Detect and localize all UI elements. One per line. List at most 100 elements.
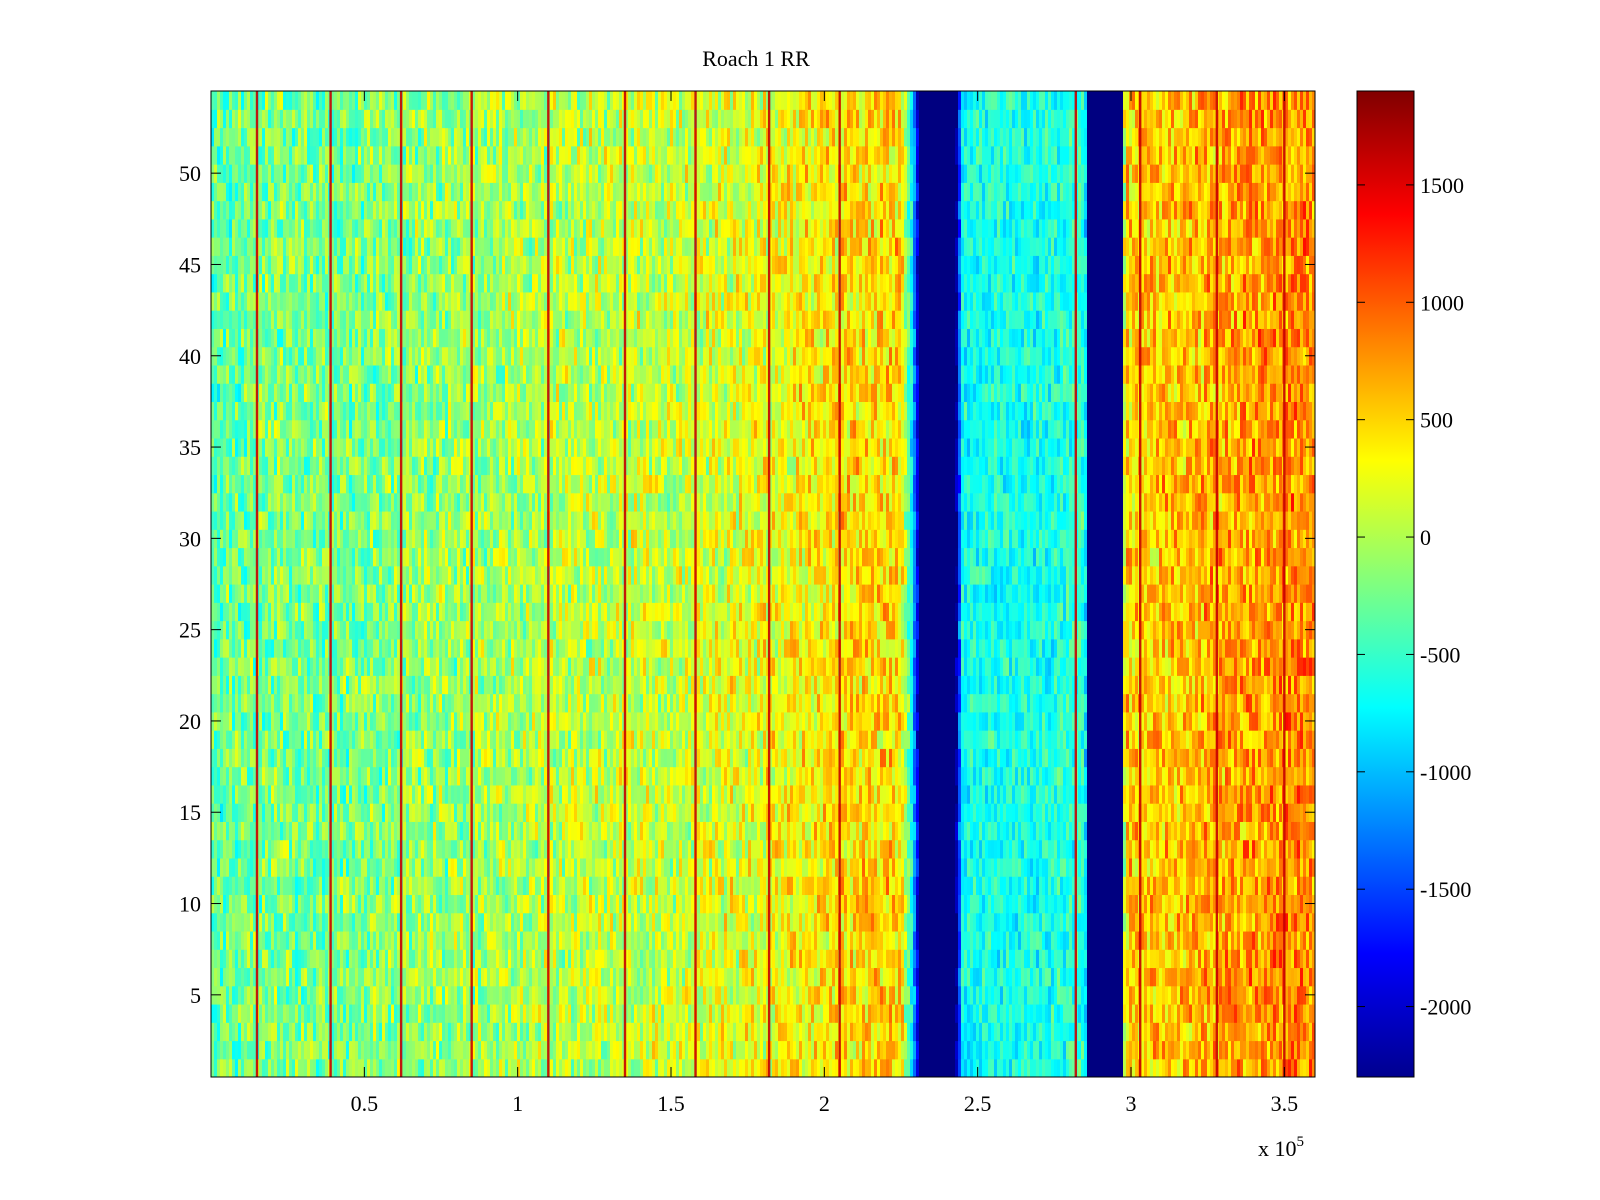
heatmap-cell [319,748,323,768]
heatmap-cell [274,876,278,896]
heatmap-cell [379,894,383,914]
heatmap-cell [280,310,284,329]
heatmap-cell [442,1040,446,1060]
heatmap-cell [448,529,452,549]
heatmap-cell [472,1058,476,1077]
heatmap-cell [472,255,476,275]
heatmap-cell [466,273,470,293]
heatmap-cell [265,912,269,932]
heatmap-cell [454,109,458,129]
heatmap-cell [298,218,302,238]
heatmap-cell [445,1040,449,1060]
heatmap-cell [307,949,311,969]
heatmap-cell [253,437,257,457]
heatmap-cell [220,291,224,311]
heatmap-cell [412,91,416,110]
heatmap-cell [385,529,389,549]
heatmap-cell [229,1040,233,1060]
heatmap-cell [406,273,410,293]
heatmap-cell [340,456,344,476]
heatmap-cell [394,748,398,768]
heatmap-cell [364,784,368,804]
heatmap-cell [460,456,464,476]
heatmap-cell [229,474,233,494]
heatmap-cell [283,711,287,731]
heatmap-cell [382,328,386,348]
heatmap-cell [292,675,296,695]
heatmap-cell [484,784,488,804]
heatmap-cell [433,675,437,695]
heatmap-cell [214,876,218,896]
heatmap-cell [268,857,272,877]
heatmap-cell [211,1003,215,1023]
heatmap-cell [310,657,314,676]
heatmap-cell [268,145,272,165]
heatmap-cell [325,1022,329,1042]
heatmap-cell [472,584,476,603]
heatmap-cell [457,310,461,329]
heatmap-cell [253,218,257,238]
heatmap-cell [253,967,257,987]
heatmap-cell [346,310,350,329]
heatmap-cell [241,346,245,366]
heatmap-cell [322,1022,326,1042]
heatmap-cell [265,1003,269,1023]
heatmap-cell [232,437,236,457]
heatmap-cell [292,766,296,786]
heatmap-cell [370,894,374,914]
heatmap-cell [481,821,485,841]
heatmap-cell [388,1022,392,1042]
heatmap-cell [394,91,398,110]
heatmap-cell [361,766,365,786]
heatmap-cell [445,237,449,256]
heatmap-cell [409,510,413,530]
heatmap-cell [259,492,263,512]
heatmap-cell [355,456,359,476]
heatmap-cell [412,547,416,567]
heatmap-cell [271,237,275,256]
heatmap-cell [430,182,434,202]
heatmap-cell [220,200,224,220]
heatmap-cell [268,565,272,585]
heatmap-cell [424,1022,428,1042]
heatmap-cell [268,237,272,256]
heatmap-cell [430,346,434,366]
heatmap-cell [232,145,236,165]
heatmap-cell [370,401,374,421]
heatmap-cell [268,328,272,348]
heatmap-cell [487,821,491,841]
heatmap-cell [319,364,323,384]
heatmap-cell [223,547,227,567]
heatmap-cell [325,255,329,275]
heatmap-cell [295,291,299,311]
heatmap-cell [463,675,467,695]
heatmap-cell [481,930,485,950]
heatmap-cell [262,803,266,822]
heatmap-cell [466,730,470,749]
heatmap-cell [436,127,440,147]
heatmap-cell [472,145,476,165]
heatmap-cell [223,839,227,859]
heatmap-cell [478,456,482,476]
heatmap-cell [286,273,290,293]
heatmap-cell [334,766,338,786]
heatmap-cell [394,930,398,950]
heatmap-cell [442,237,446,256]
heatmap-cell [403,930,407,950]
heatmap-cell [361,930,365,950]
heatmap-cell [229,310,233,329]
heatmap-cell [277,638,281,658]
heatmap-cell [226,1058,230,1077]
heatmap-cell [214,839,218,859]
heatmap-cell [406,711,410,731]
heatmap-cell [337,145,341,165]
heatmap-cell [244,529,248,549]
heatmap-cell [310,291,314,311]
heatmap-cell [478,91,482,110]
heatmap-cell [211,492,215,512]
heatmap-cell [265,145,269,165]
heatmap-cell [280,967,284,987]
heatmap-cell [283,1040,287,1060]
heatmap-cell [448,876,452,896]
heatmap-cell [235,364,239,384]
